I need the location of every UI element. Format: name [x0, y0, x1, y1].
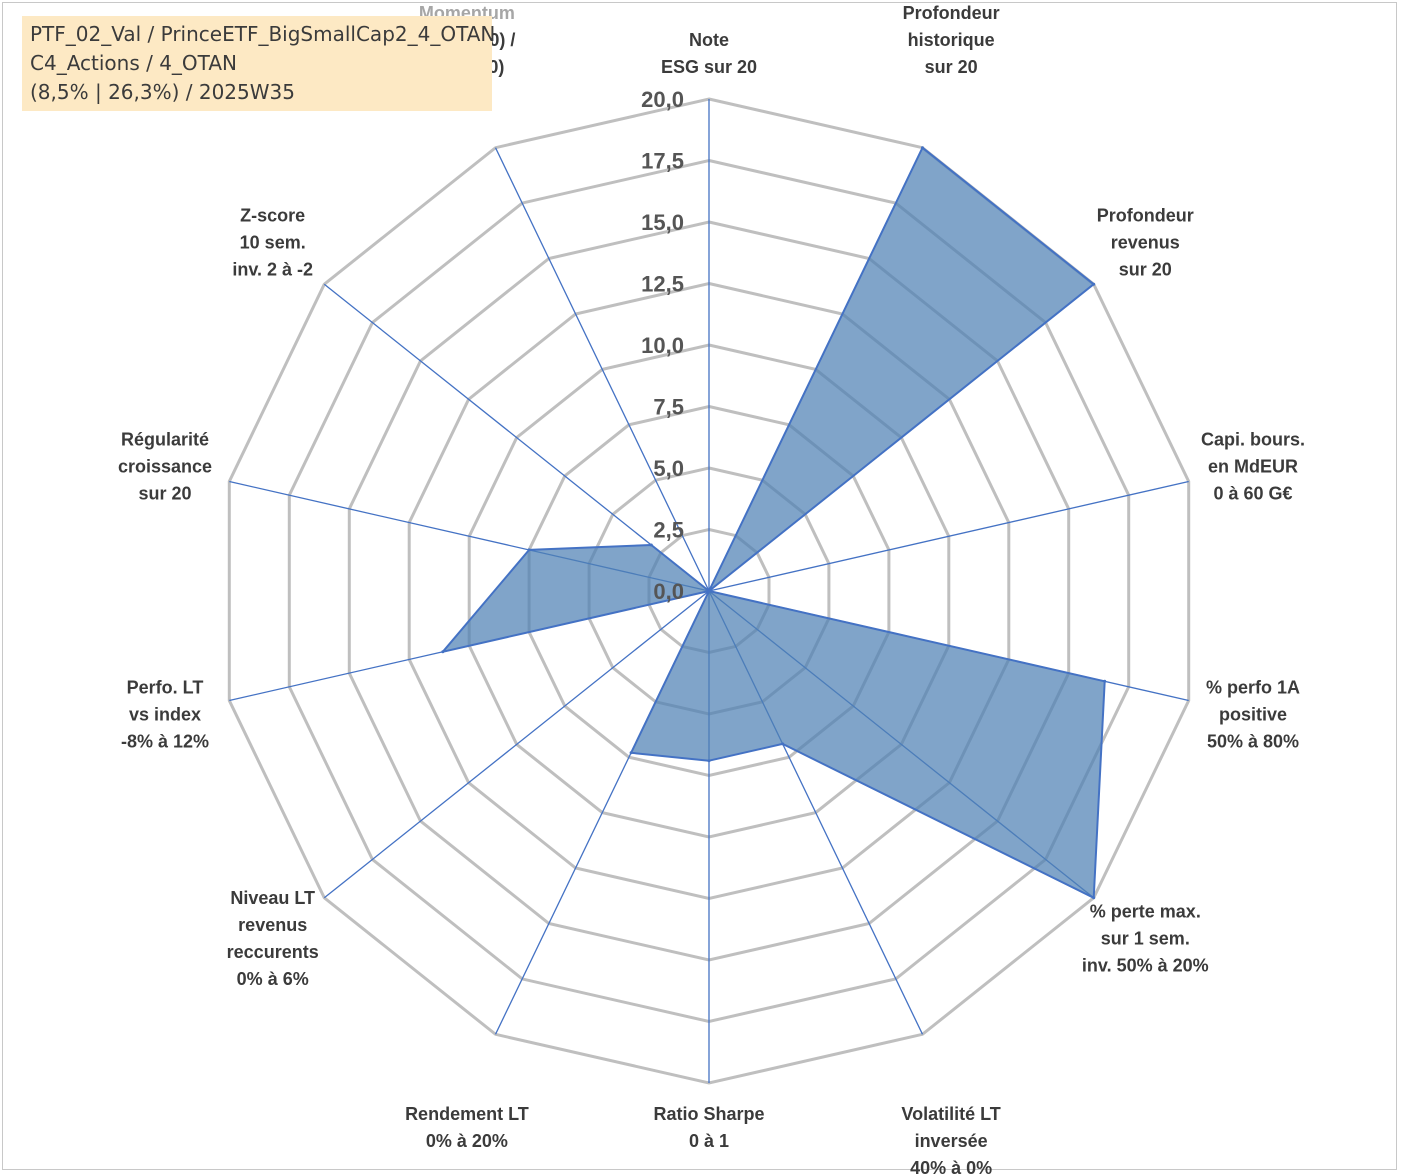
series-point-2 [1092, 282, 1096, 286]
axis-label-0-line-1: ESG sur 20 [661, 57, 757, 77]
axis-label-1-line-2: sur 20 [925, 57, 978, 77]
axis-label-4-line-0: % perfo 1A [1206, 678, 1300, 698]
axis-label-11-line-0: Régularité [121, 429, 209, 449]
axis-spoke-3 [708, 480, 1189, 592]
axis-label-8-line-1: 0% à 20% [426, 1131, 508, 1151]
series-point-7 [707, 759, 711, 763]
axis-label-10-line-0: Perfo. LT [127, 678, 204, 698]
axis-label-1-line-0: Profondeur [903, 3, 1000, 23]
axis-label-5-line-1: sur 1 sem. [1101, 928, 1190, 948]
axis-label-3-line-2: 0 à 60 G€ [1213, 483, 1292, 503]
axis-label-10-line-2: -8% à 12% [121, 732, 209, 752]
series-point-6 [781, 742, 785, 746]
axis-label-4: % perfo 1A positive 50% à 80% [1206, 678, 1300, 752]
axis-label-5: % perte max. sur 1 sem. inv. 50% à 20% [1082, 901, 1209, 975]
tick-label-8: 20,0 [641, 87, 684, 112]
tick-label-4: 10,0 [641, 333, 684, 358]
axis-label-12-line-1: 10 sem. [240, 233, 306, 253]
axis-labels: Note ESG sur 20 Profondeur historique sur 20… [118, 3, 1305, 1174]
axis-label-9: Niveau LT revenus reccurents 0% à 6% [227, 888, 319, 989]
tick-label-5: 12,5 [641, 272, 684, 297]
axis-label-10: Perfo. LT vs index -8% à 12% [121, 678, 209, 752]
axis-label-5-line-2: inv. 50% à 20% [1082, 955, 1209, 975]
axis-label-7-line-1: 0 à 1 [689, 1131, 729, 1151]
axis-label-6: Volatilité LT inversée 40% à 0% [901, 1104, 1000, 1174]
axis-label-3-line-0: Capi. bours. [1201, 429, 1305, 449]
axis-label-6-line-0: Volatilité LT [901, 1104, 1000, 1124]
axis-label-2-line-1: revenus [1111, 233, 1180, 253]
axis-label-11-line-1: croissance [118, 456, 212, 476]
axis-label-10-line-1: vs index [129, 705, 201, 725]
portfolio-info-box: PTF_02_Val / PrinceETF_BigSmallCap2_4_OT… [22, 16, 496, 111]
series-polygon [441, 146, 1106, 899]
axis-label-0: Note ESG sur 20 [661, 30, 757, 77]
axis-label-7: Ratio Sharpe 0 à 1 [653, 1104, 764, 1151]
axis-label-0-line-0: Note [689, 30, 729, 50]
series-point-10 [441, 650, 445, 654]
portfolio-category: C4_Actions / 4_OTAN [30, 51, 237, 75]
axis-label-3-line-1: en MdEUR [1208, 456, 1298, 476]
axis-spoke-13 [494, 147, 710, 592]
axis-label-8-line-0: Rendement LT [405, 1104, 529, 1124]
axis-label-12-line-2: inv. 2 à -2 [232, 260, 313, 280]
axis-label-2: Profondeur revenus sur 20 [1097, 206, 1194, 280]
series-point-5 [1092, 896, 1096, 900]
tick-label-3: 7,5 [653, 395, 684, 420]
axis-label-9-line-2: reccurents [227, 942, 319, 962]
series-point-8 [629, 751, 633, 755]
tick-label-7: 17,5 [641, 149, 684, 174]
axis-label-9-line-0: Niveau LT [230, 888, 315, 908]
series-area [441, 146, 1107, 900]
series-point-11 [527, 548, 531, 552]
axis-label-11-line-2: sur 20 [138, 483, 191, 503]
tick-label-2: 5,0 [653, 456, 684, 481]
axis-label-1: Profondeur historique sur 20 [903, 3, 1000, 77]
axis-label-4-line-1: positive [1219, 705, 1287, 725]
axis-label-8: Rendement LT 0% à 20% [405, 1104, 529, 1151]
radial-tick-labels: 0,0 2,5 5,0 7,5 10,0 12,5 15,0 17,5 20,0 [641, 87, 684, 604]
axis-label-9-line-3: 0% à 6% [237, 969, 309, 989]
axis-spoke-9 [323, 590, 710, 899]
series-point-13 [707, 589, 711, 593]
series-point-4 [1103, 679, 1107, 683]
axis-label-5-line-0: % perte max. [1090, 901, 1201, 921]
series-point-1 [921, 146, 924, 150]
axis-spoke-12 [323, 283, 710, 592]
axis-label-1-line-1: historique [908, 30, 995, 50]
tick-label-0: 0,0 [653, 579, 684, 604]
axis-label-11: Régularité croissance sur 20 [118, 429, 212, 503]
axis-label-7-line-0: Ratio Sharpe [653, 1104, 764, 1124]
portfolio-stats: (8,5% | 26,3%) / 2025W35 [30, 80, 295, 104]
axis-label-6-line-2: 40% à 0% [910, 1158, 992, 1174]
axis-label-6-line-1: inversée [915, 1131, 988, 1151]
tick-label-6: 15,0 [641, 210, 684, 235]
series-point-12 [649, 543, 653, 547]
axis-label-12: Z-score 10 sem. inv. 2 à -2 [232, 206, 313, 280]
axis-label-2-line-0: Profondeur [1097, 206, 1194, 226]
axis-label-2-line-2: sur 20 [1119, 260, 1172, 280]
tick-label-1: 2,5 [653, 518, 684, 543]
axis-label-9-line-1: revenus [238, 915, 307, 935]
portfolio-name: PTF_02_Val / PrinceETF_BigSmallCap2_4_OT… [30, 22, 496, 46]
axis-label-3: Capi. bours. en MdEUR 0 à 60 G€ [1201, 429, 1305, 503]
axis-label-4-line-2: 50% à 80% [1207, 732, 1299, 752]
axis-label-12-line-0: Z-score [240, 206, 305, 226]
